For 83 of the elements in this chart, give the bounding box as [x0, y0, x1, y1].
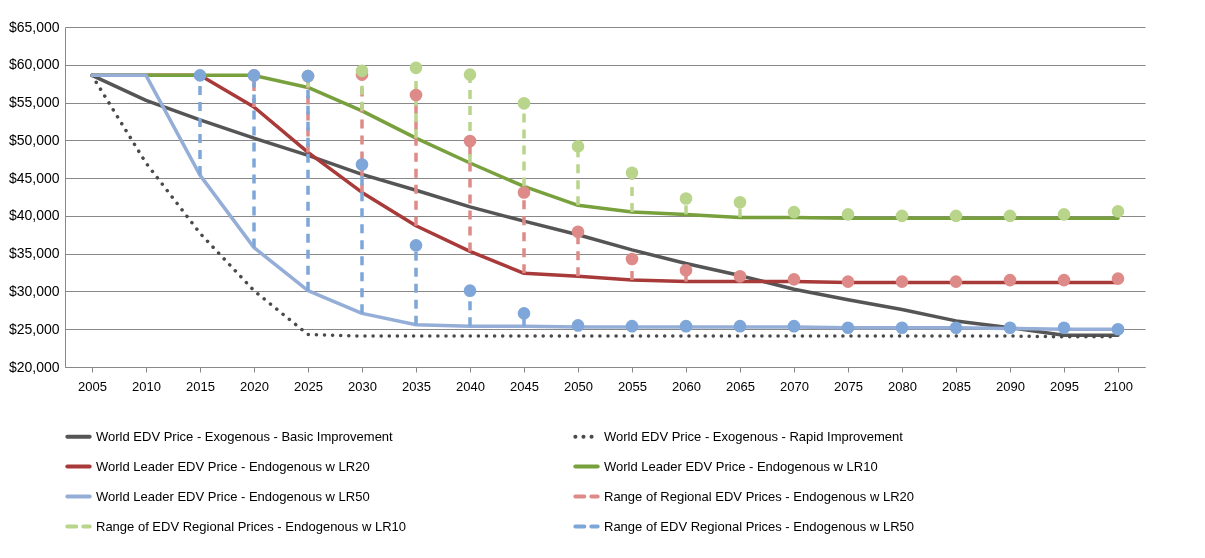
x-tick-label: 2045 [510, 378, 539, 394]
point [1111, 272, 1125, 285]
point [679, 263, 693, 277]
point [409, 88, 423, 102]
legend-label: Range of Regional EDV Prices - Endogenous w LR20 [604, 488, 915, 504]
y-tick-label: $60,000 [8, 56, 60, 73]
point [733, 319, 747, 333]
x-tick-label: 2080 [888, 378, 917, 394]
point [517, 186, 531, 199]
legend-label: World Leader EDV Price - Endogenous w LR50 [96, 488, 370, 504]
x-tick-label: 2100 [1104, 378, 1133, 394]
x-tick-label: 2010 [132, 378, 161, 394]
x-tick-label: 2090 [996, 378, 1025, 394]
point [571, 319, 585, 332]
point [625, 252, 639, 266]
point [463, 134, 477, 148]
point [463, 284, 477, 297]
legend-label: Range of EDV Regional Prices - Endogenous w LR10 [96, 518, 407, 534]
legend-label: World Leader EDV Price - Endogenous w LR10 [604, 458, 878, 474]
legend-label: World EDV Price - Exogenous - Basic Improvement [96, 428, 394, 444]
legend-label: World Leader EDV Price - Endogenous w LR20 [96, 458, 370, 474]
point [679, 192, 693, 205]
point [733, 195, 747, 209]
x-tick-label: 2005 [78, 378, 107, 394]
y-tick-label: $40,000 [8, 207, 60, 224]
y-tick-label: $45,000 [8, 169, 60, 186]
y-tick-label: $65,000 [8, 18, 60, 35]
y-tick-label: $50,000 [8, 131, 60, 148]
point [841, 275, 855, 288]
point [517, 97, 531, 110]
x-tick-label: 2020 [240, 378, 269, 394]
point [409, 61, 423, 75]
point [517, 307, 531, 320]
legend-label: Range of EDV Regional Prices - Endogenous w LR50 [604, 518, 915, 534]
point [571, 225, 585, 239]
point [787, 319, 801, 333]
y-tick-label: $25,000 [8, 320, 60, 337]
point [1003, 321, 1017, 335]
point [787, 273, 801, 286]
point [895, 209, 909, 223]
point [355, 158, 369, 171]
legend-label: World EDV Price - Exogenous - Rapid Improvement [604, 428, 904, 444]
x-tick-label: 2060 [672, 378, 701, 394]
point [1057, 321, 1071, 335]
x-tick-label: 2030 [348, 378, 377, 394]
y-tick-label: $35,000 [8, 245, 60, 262]
point [1111, 322, 1125, 336]
x-tick-label: 2095 [1050, 378, 1079, 394]
point [841, 321, 855, 335]
point [787, 205, 801, 219]
point [679, 319, 693, 333]
point [625, 166, 639, 180]
point [1057, 208, 1071, 221]
point [625, 319, 639, 333]
x-tick-label: 2085 [942, 378, 971, 394]
x-tick-label: 2025 [294, 378, 323, 394]
x-tick-label: 2070 [780, 378, 809, 394]
point [733, 270, 747, 283]
point [949, 321, 963, 335]
point [1111, 205, 1125, 218]
y-tick-label: $20,000 [8, 358, 60, 375]
point [1003, 209, 1017, 223]
point [1003, 273, 1017, 287]
point [895, 275, 909, 288]
x-tick-label: 2035 [402, 378, 431, 394]
point [949, 209, 963, 223]
x-tick-label: 2015 [186, 378, 215, 394]
point [571, 140, 585, 153]
point [355, 64, 369, 78]
point [409, 239, 423, 252]
x-tick-label: 2055 [618, 378, 647, 394]
point [1057, 273, 1071, 287]
x-tick-label: 2075 [834, 378, 863, 394]
y-tick-label: $55,000 [8, 94, 60, 111]
point [193, 69, 207, 82]
point [841, 208, 855, 221]
x-tick-label: 2065 [726, 378, 755, 394]
x-tick-label: 2040 [456, 378, 485, 394]
point [463, 68, 477, 81]
point [949, 275, 963, 288]
point [895, 321, 909, 335]
y-tick-label: $30,000 [8, 282, 60, 299]
x-tick-label: 2050 [564, 378, 593, 394]
